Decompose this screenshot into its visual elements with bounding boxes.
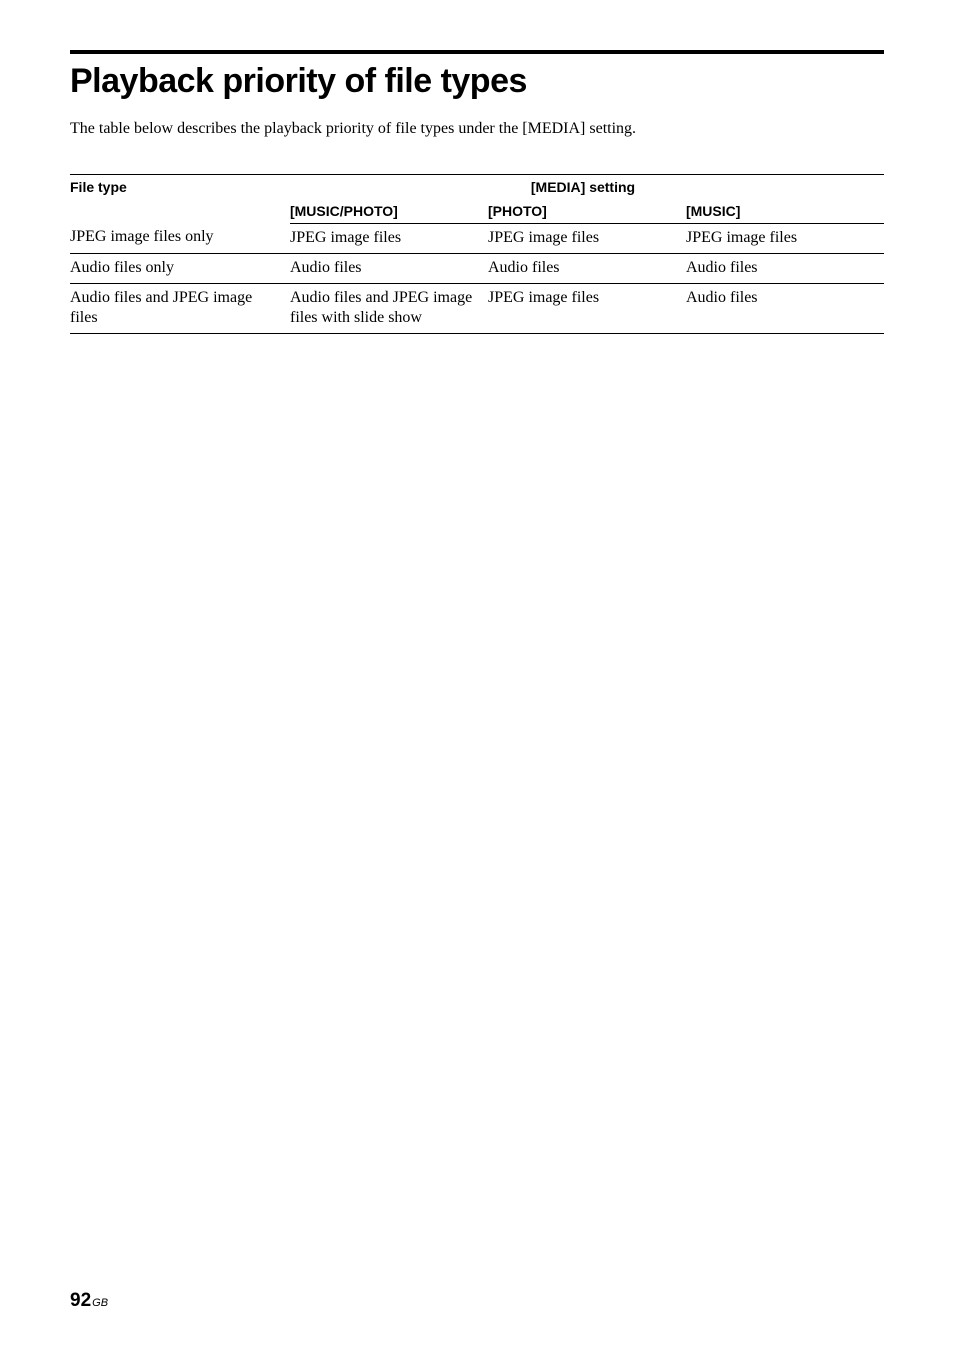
cell: Audio files xyxy=(488,253,686,283)
header-col-0: [MUSIC/PHOTO] xyxy=(290,199,488,224)
cell-filetype: JPEG image files only xyxy=(70,223,290,253)
intro-text: The table below describes the playback p… xyxy=(70,119,884,140)
header-media: [MEDIA] setting xyxy=(290,174,884,199)
page-number: 92 xyxy=(70,1290,91,1311)
priority-table: File type [MEDIA] setting [MUSIC/PHOTO] … xyxy=(70,174,884,334)
page-region: GB xyxy=(92,1297,108,1309)
header-filetype: File type xyxy=(70,174,290,223)
top-rule xyxy=(70,50,884,54)
cell: Audio files xyxy=(686,253,884,283)
cell: Audio files and JPEG image files with sl… xyxy=(290,283,488,333)
header-col-2: [MUSIC] xyxy=(686,199,884,224)
cell-filetype: Audio files only xyxy=(70,253,290,283)
cell: JPEG image files xyxy=(488,283,686,333)
header-col-1: [PHOTO] xyxy=(488,199,686,224)
cell: Audio files xyxy=(686,283,884,333)
page-footer: 92GB xyxy=(70,1290,108,1312)
cell: JPEG image files xyxy=(686,223,884,253)
page-title: Playback priority of file types xyxy=(70,62,884,101)
table-row: JPEG image files only JPEG image files J… xyxy=(70,223,884,253)
table-row: Audio files only Audio files Audio files… xyxy=(70,253,884,283)
cell-filetype: Audio files and JPEG image files xyxy=(70,283,290,333)
cell: JPEG image files xyxy=(488,223,686,253)
cell: Audio files xyxy=(290,253,488,283)
cell: JPEG image files xyxy=(290,223,488,253)
table-row: Audio files and JPEG image files Audio f… xyxy=(70,283,884,333)
